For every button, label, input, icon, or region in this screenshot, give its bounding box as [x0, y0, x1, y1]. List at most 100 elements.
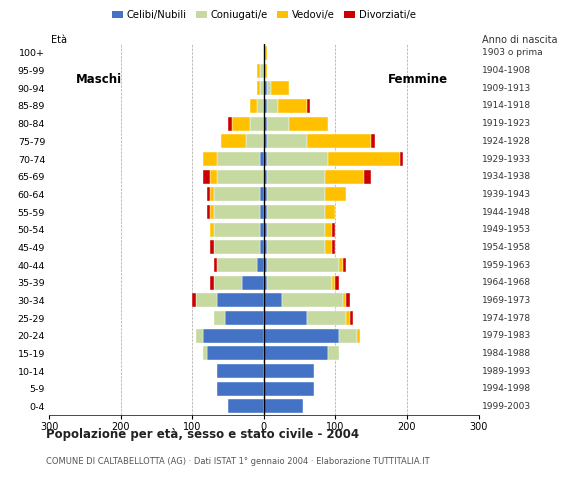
Bar: [267, 82, 271, 95]
Text: 1984-1988: 1984-1988: [482, 349, 531, 358]
Text: COMUNE DI CALTABELLOTTA (AG) · Dati ISTAT 1° gennaio 2004 · Elaborazione TUTTITA: COMUNE DI CALTABELLOTTA (AG) · Dati ISTA…: [46, 457, 430, 466]
Bar: [267, 99, 278, 113]
Text: 1959-1963: 1959-1963: [482, 261, 531, 269]
Bar: [264, 399, 303, 413]
Bar: [196, 329, 203, 343]
Bar: [210, 240, 214, 254]
Bar: [267, 170, 325, 183]
Text: 1934-1938: 1934-1938: [482, 172, 531, 181]
Bar: [249, 117, 264, 131]
Bar: [242, 276, 264, 289]
Text: 1994-1998: 1994-1998: [482, 384, 531, 393]
Bar: [328, 347, 339, 360]
Bar: [264, 82, 267, 95]
Text: 1904-1908: 1904-1908: [482, 66, 531, 75]
Text: 1954-1958: 1954-1958: [482, 243, 531, 252]
Bar: [307, 311, 346, 325]
Bar: [210, 205, 214, 219]
Bar: [260, 223, 264, 237]
Bar: [206, 205, 210, 219]
Bar: [264, 188, 267, 201]
Bar: [264, 276, 267, 289]
Bar: [332, 276, 335, 289]
Bar: [214, 188, 260, 201]
Bar: [264, 99, 267, 113]
Bar: [267, 134, 307, 148]
Text: 1914-1918: 1914-1918: [482, 101, 531, 110]
Bar: [196, 293, 218, 307]
Bar: [214, 276, 242, 289]
Text: 1939-1943: 1939-1943: [482, 190, 531, 199]
Bar: [224, 311, 264, 325]
Bar: [325, 205, 335, 219]
Text: 1979-1983: 1979-1983: [482, 331, 531, 340]
Bar: [264, 46, 267, 60]
Bar: [214, 311, 224, 325]
Bar: [346, 293, 350, 307]
Text: 1919-1923: 1919-1923: [482, 119, 531, 128]
Bar: [400, 152, 404, 166]
Bar: [371, 134, 375, 148]
Bar: [282, 293, 343, 307]
Bar: [257, 258, 264, 272]
Bar: [264, 382, 314, 396]
Text: 1909-1913: 1909-1913: [482, 84, 531, 93]
Bar: [260, 152, 264, 166]
Bar: [264, 258, 267, 272]
Text: 1974-1978: 1974-1978: [482, 313, 531, 323]
Bar: [325, 188, 346, 201]
Bar: [260, 240, 264, 254]
Text: Femmine: Femmine: [387, 73, 448, 86]
Bar: [267, 205, 325, 219]
Text: 1969-1973: 1969-1973: [482, 296, 531, 305]
Bar: [214, 223, 260, 237]
Bar: [289, 117, 328, 131]
Bar: [203, 152, 218, 166]
Bar: [210, 170, 218, 183]
Bar: [264, 311, 307, 325]
Bar: [343, 293, 346, 307]
Bar: [260, 188, 264, 201]
Bar: [257, 82, 260, 95]
Bar: [257, 99, 264, 113]
Legend: Celibi/Nubili, Coniugati/e, Vedovi/e, Divorziati/e: Celibi/Nubili, Coniugati/e, Vedovi/e, Di…: [108, 6, 420, 24]
Bar: [332, 223, 335, 237]
Bar: [214, 240, 260, 254]
Text: 1924-1928: 1924-1928: [482, 137, 531, 146]
Bar: [264, 64, 267, 78]
Bar: [267, 276, 332, 289]
Bar: [218, 382, 264, 396]
Bar: [267, 258, 339, 272]
Bar: [218, 152, 260, 166]
Bar: [357, 329, 360, 343]
Bar: [278, 99, 307, 113]
Bar: [218, 258, 257, 272]
Bar: [218, 170, 264, 183]
Bar: [203, 347, 206, 360]
Bar: [203, 170, 210, 183]
Bar: [307, 99, 310, 113]
Bar: [264, 134, 267, 148]
Bar: [325, 170, 364, 183]
Text: Anno di nascita: Anno di nascita: [482, 35, 558, 45]
Bar: [264, 364, 314, 378]
Bar: [264, 329, 339, 343]
Bar: [264, 223, 267, 237]
Bar: [206, 188, 210, 201]
Text: 1949-1953: 1949-1953: [482, 225, 531, 234]
Text: Popolazione per età, sesso e stato civile - 2004: Popolazione per età, sesso e stato civil…: [46, 428, 360, 441]
Bar: [346, 311, 350, 325]
Bar: [218, 364, 264, 378]
Bar: [228, 399, 264, 413]
Bar: [260, 64, 264, 78]
Bar: [339, 258, 343, 272]
Bar: [246, 134, 264, 148]
Bar: [218, 293, 264, 307]
Bar: [267, 188, 325, 201]
Bar: [325, 223, 332, 237]
Bar: [332, 240, 335, 254]
Bar: [260, 205, 264, 219]
Bar: [267, 240, 325, 254]
Bar: [260, 82, 264, 95]
Bar: [264, 117, 267, 131]
